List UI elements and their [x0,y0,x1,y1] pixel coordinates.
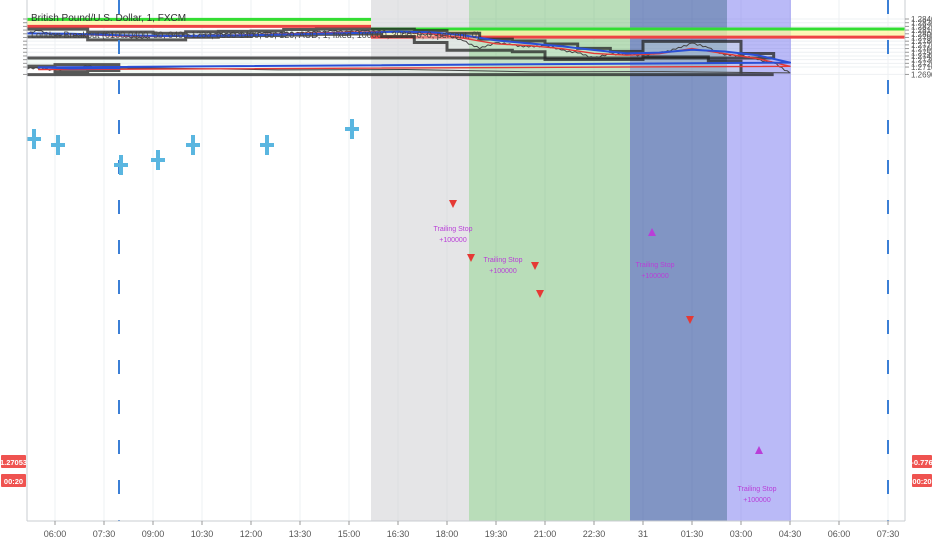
y-tick-label: 1.27700 [911,41,932,50]
entry-marker [186,143,200,147]
left-price-badge-bg [1,455,26,468]
session-gray [371,0,469,521]
range-box-2 [371,28,905,38]
y-tick-label: 1.27200 [911,59,932,68]
y-tick-label: 1.28100 [911,26,932,35]
entry-marker [27,137,41,141]
left-time-badge: 00:20 [4,477,23,486]
y-tick-label: 1.27500 [911,48,932,57]
y-tick-label: 1.27800 [911,37,932,46]
y-tick-label: 1.28000 [911,30,932,39]
x-tick-label: 13:30 [289,529,312,539]
trade-arrow [531,262,539,270]
left-time-badge-bg [1,474,26,487]
range-box-1 [27,19,371,27]
entry-marker [114,163,128,167]
x-tick-label: 31 [638,529,648,539]
y-tick-label: 1.27600 [911,45,932,54]
channel-upper [20,27,776,68]
x-tick-label: 21:00 [534,529,557,539]
trade-label-title: Trailing Stop [483,257,522,264]
trade-label-title: Trailing Stop [433,226,472,233]
entry-marker [51,143,65,147]
entry-marker [151,158,165,162]
x-tick-label: 19:30 [485,529,508,539]
x-axis-panel [0,521,932,550]
x-tick-label: 04:30 [779,529,802,539]
y-tick-label: 1.27400 [911,52,932,61]
x-tick-label: 06:00 [828,529,851,539]
x-tick-label: 03:00 [730,529,753,539]
x-tick-label: 15:00 [338,529,361,539]
session-violet [727,0,791,521]
right-time-badge: 00:20 [912,477,931,486]
y-tick-label: 1.28200 [911,22,932,31]
x-tick-label: 10:30 [191,529,214,539]
x-tick-label: 07:30 [877,529,900,539]
y-tick-label: 1.27300 [911,56,932,65]
y-tick-label: 1.27100 [911,63,932,72]
trade-arrow [449,200,457,208]
right-time-badge-bg [912,474,932,487]
trade-label-pnl: +100000 [439,237,467,244]
trade-arrow [755,446,763,454]
entry-marker [345,127,359,131]
entry-marker [260,143,274,147]
trade-arrow [686,316,694,324]
right-price-badge: -0.776 [911,458,932,467]
x-tick-label: 01:30 [681,529,704,539]
channel-lower [22,32,774,77]
y-tick-label: 1.27900 [911,33,932,42]
x-tick-label: 12:00 [240,529,263,539]
trade-label-pnl: +100000 [743,497,771,504]
x-tick-label: 22:30 [583,529,606,539]
indicator-title: London Breakout (0100-0400, 50, 0400-120… [31,30,480,40]
y-tick-label: 1.26900 [911,70,932,79]
trade-arrow [536,290,544,298]
chart-title: British Pound/U.S. Dollar, 1, FXCM [31,13,186,24]
x-tick-label: 07:30 [93,529,116,539]
x-tick-label: 18:00 [436,529,459,539]
trade-label-title: Trailing Stop [737,486,776,493]
trade-label-pnl: +100000 [641,273,669,280]
right-price-badge-bg [912,455,932,468]
session-green [469,0,630,521]
series-slow-ma [22,30,791,70]
session-blue [630,0,727,521]
y-tick-label: 1.28400 [911,15,932,24]
trade-label-pnl: +100000 [489,268,517,275]
trade-arrow [467,254,475,262]
left-price-badge: 1.27053 [0,458,27,467]
x-tick-label: 16:30 [387,529,410,539]
y-tick-label: 1.28300 [911,19,932,28]
trade-arrow [648,228,656,236]
x-tick-label: 09:00 [142,529,165,539]
trade-label-title: Trailing Stop [635,262,674,269]
x-tick-label: 06:00 [44,529,67,539]
